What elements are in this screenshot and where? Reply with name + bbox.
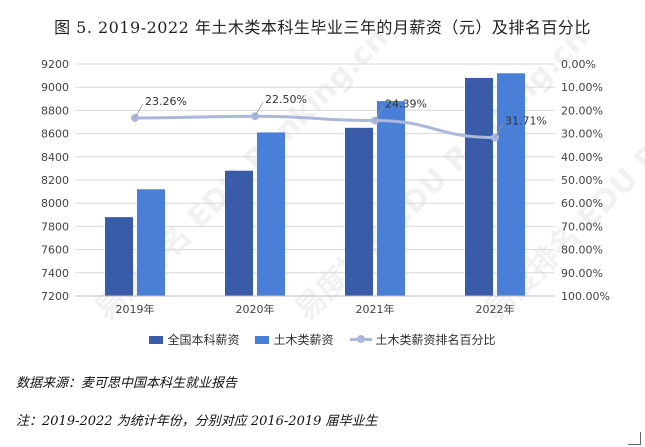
legend-swatch	[349, 335, 372, 343]
legend-label: 土木类薪资	[273, 333, 334, 347]
y2-tick-label: 50.00%	[561, 174, 603, 187]
data-label-leader	[254, 102, 264, 117]
data-label: 23.26%	[145, 95, 187, 108]
legend-swatch	[255, 335, 270, 344]
bar	[345, 127, 373, 296]
bar	[257, 132, 285, 296]
bar	[137, 189, 165, 296]
remark-note: 注：2019-2022 为统计年份，分别对应 2016-2019 届毕业生	[16, 414, 378, 429]
y2-tick-label: 30.00%	[561, 128, 603, 141]
bar	[465, 77, 493, 296]
bar	[497, 73, 525, 296]
x-tick-label: 2021年	[356, 302, 395, 316]
data-label: 31.71%	[505, 115, 547, 128]
y-tick-label: 8200	[41, 174, 69, 187]
y2-tick-label: 100.00%	[561, 290, 610, 303]
y-tick-label: 7200	[41, 290, 69, 303]
data-label-leader	[494, 123, 504, 138]
data-label-leader	[374, 106, 384, 121]
legend: 全国本科薪资 土木类薪资 土木类薪资排名百分比	[0, 331, 645, 348]
y-tick-label: 8800	[41, 104, 69, 117]
line-series	[134, 114, 496, 140]
chart-plot: 7200 7400 7600 7800 8000 8200 8400 8600 8800 9000…	[41, 58, 610, 316]
legend-label: 土木类薪资排名百分比	[375, 333, 496, 347]
y-tick-label: 7400	[41, 267, 69, 280]
x-tick-label: 2022年	[476, 302, 515, 316]
bar	[377, 101, 405, 296]
legend-item: 全国本科薪资	[149, 331, 239, 348]
data-label: 22.50%	[265, 93, 307, 106]
legend-item: 土木类薪资	[255, 331, 334, 348]
bar	[225, 170, 253, 296]
y-tick-label: 8000	[41, 197, 69, 210]
y-tick-label: 7800	[41, 220, 69, 233]
legend-label: 全国本科薪资	[167, 333, 240, 347]
legend-swatch	[149, 335, 164, 344]
y-tick-label: 9200	[41, 58, 69, 71]
y-tick-label: 9000	[41, 81, 69, 94]
y2-tick-label: 10.00%	[561, 81, 603, 94]
y2-tick-label: 0.00%	[561, 58, 596, 71]
data-label-leader	[134, 103, 144, 119]
y-tick-label: 8400	[41, 151, 69, 164]
y2-tick-label: 60.00%	[561, 197, 603, 210]
y2-tick-label: 20.00%	[561, 104, 603, 117]
chart-title: 图 5. 2019-2022 年土木类本科生毕业三年的月薪资（元）及排名百分比	[54, 18, 591, 37]
corner-mark	[628, 432, 641, 445]
source-note: 数据来源：麦可思中国本科生就业报告	[16, 376, 238, 391]
y2-tick-label: 70.00%	[561, 220, 603, 233]
y-tick-label: 7600	[41, 244, 69, 257]
bar	[105, 217, 133, 296]
data-label: 24.39%	[385, 98, 427, 111]
legend-item: 土木类薪资排名百分比	[349, 331, 496, 348]
x-tick-label: 2020年	[236, 302, 275, 316]
y2-tick-label: 90.00%	[561, 267, 603, 280]
y-tick-label: 8600	[41, 128, 69, 141]
y2-tick-label: 40.00%	[561, 151, 603, 164]
y2-tick-label: 80.00%	[561, 244, 603, 257]
x-tick-label: 2019年	[116, 302, 155, 316]
